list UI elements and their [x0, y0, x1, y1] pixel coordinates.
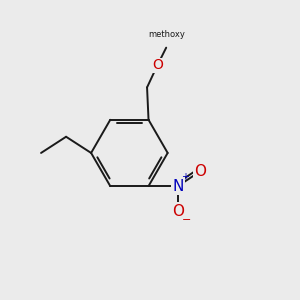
Text: methoxy: methoxy — [148, 30, 184, 39]
Text: O: O — [172, 204, 184, 219]
Text: +: + — [181, 172, 189, 182]
Text: −: − — [182, 215, 191, 225]
Text: O: O — [152, 58, 163, 72]
Text: O: O — [194, 164, 206, 179]
Text: N: N — [172, 178, 184, 194]
